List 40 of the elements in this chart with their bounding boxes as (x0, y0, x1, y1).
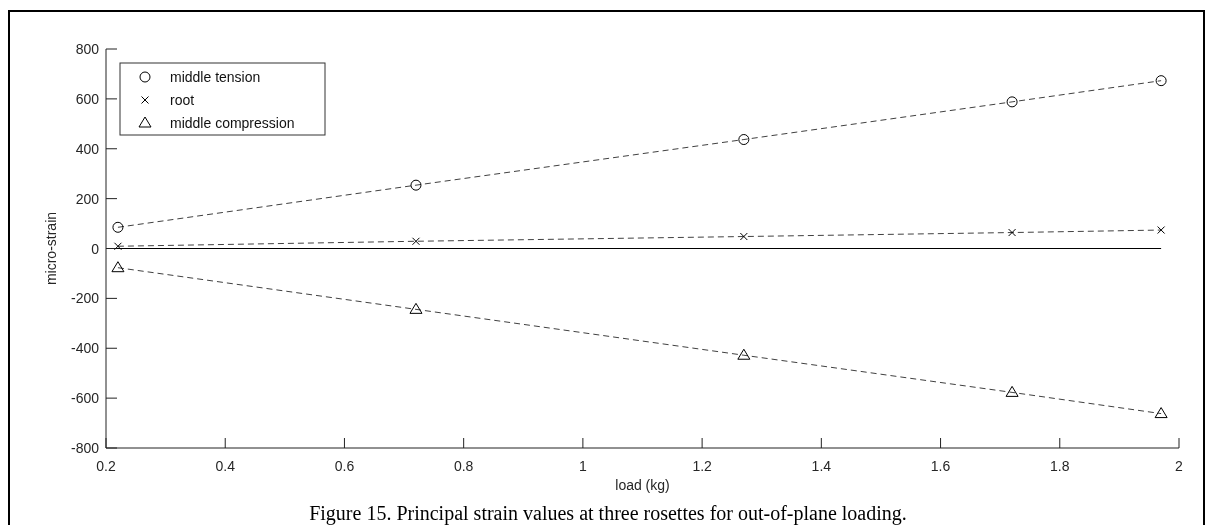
y-tick-label: 200 (75, 190, 100, 207)
point (739, 232, 748, 241)
legend-label: root (170, 92, 195, 108)
y-tick-label: -400 (70, 340, 100, 357)
point (1154, 407, 1168, 419)
y-axis-title: micro-strain (43, 211, 59, 286)
x-tick-label: 1 (578, 458, 587, 474)
y-tick-label: 800 (75, 41, 100, 57)
x-tick-label: 0.6 (334, 458, 355, 474)
point (1006, 96, 1018, 108)
point (1005, 385, 1019, 397)
point (111, 261, 125, 273)
caption: Figure 15. Principal strain values at three rosettes for out-of-plane loading. (309, 502, 907, 525)
legend-label: middle compression (170, 115, 295, 131)
point (1155, 75, 1167, 87)
legend-label: middle tension (170, 69, 261, 85)
point (1008, 228, 1017, 237)
point (409, 302, 423, 314)
y-tick-label: 400 (75, 140, 100, 157)
x-tick-label: 0.2 (96, 458, 116, 474)
point (738, 134, 750, 146)
x-tick-label: 1.8 (1050, 458, 1070, 474)
y-tick-label: 0 (91, 240, 100, 257)
y-tick-label: -800 (70, 440, 100, 456)
x-axis-title: load (kg) (615, 477, 670, 493)
x-tick-label: 1.4 (811, 458, 832, 474)
point (112, 221, 124, 233)
x-tick-label: 0.8 (453, 458, 474, 474)
point (411, 237, 420, 246)
y-tick-label: 600 (75, 90, 100, 107)
point (737, 348, 751, 360)
x-tick-label: 2 (1175, 458, 1184, 474)
point (113, 242, 122, 251)
point (410, 179, 422, 191)
x-tick-label: 0.4 (215, 458, 236, 474)
x-tick-label: 1.6 (930, 458, 951, 474)
point (1157, 226, 1166, 235)
y-tick-label: -200 (70, 290, 100, 307)
y-tick-label: -600 (70, 390, 100, 407)
x-tick-label: 1.2 (692, 458, 713, 474)
